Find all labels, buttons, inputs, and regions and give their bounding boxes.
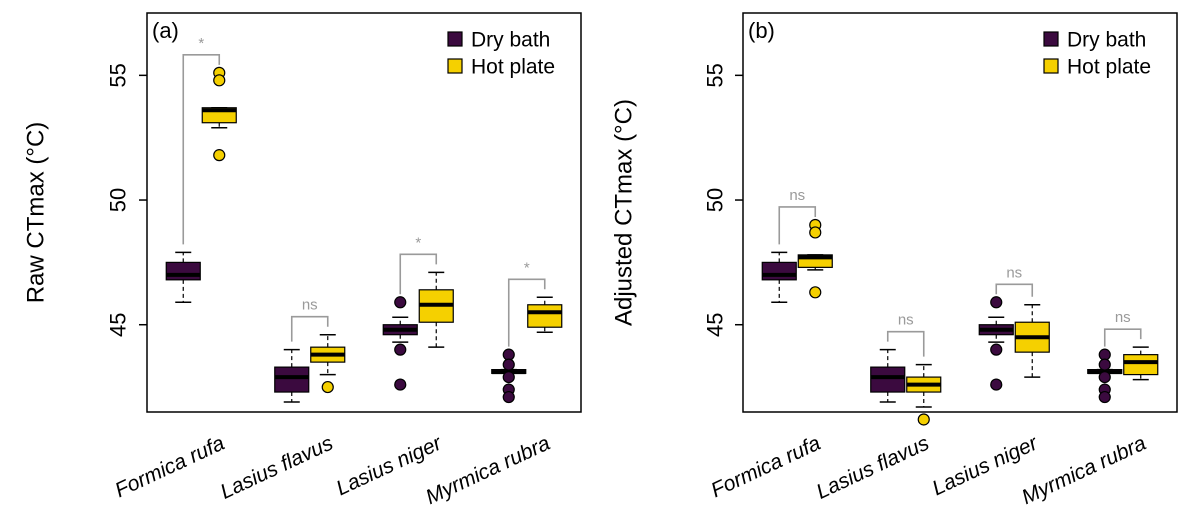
outlier-point	[213, 149, 226, 162]
outlier-point	[917, 413, 930, 426]
outlier-point	[394, 378, 407, 391]
outlier-point	[1098, 390, 1111, 404]
x-category-label: Formica rufa	[112, 432, 229, 503]
legend-label-dry-bath: Dry bath	[471, 29, 550, 52]
y-tick-label: 45	[106, 312, 131, 336]
significance-label: *	[415, 234, 421, 251]
outlier-point	[502, 358, 515, 371]
significance-bracket	[182, 54, 221, 245]
legend-swatch-dry-bath	[1043, 31, 1059, 47]
outlier-point	[990, 343, 1003, 356]
x-category-label: Myrmica rubra	[1018, 432, 1149, 510]
box	[1123, 354, 1159, 376]
box	[527, 304, 563, 328]
outlier-point	[502, 370, 515, 384]
panel-label: (a)	[152, 18, 179, 43]
y-axis-title: Adjusted CTmax (°C)	[611, 99, 638, 326]
outlier-point	[394, 296, 407, 309]
outlier-point	[502, 348, 515, 361]
outlier-point	[1098, 358, 1111, 371]
y-tick-label: 55	[106, 63, 131, 87]
significance-label: ns	[789, 187, 805, 204]
outlier-point	[502, 390, 515, 404]
box	[761, 261, 797, 281]
box	[165, 261, 201, 281]
legend-swatch-hot-plate	[1043, 58, 1059, 74]
x-category-label: Lasius flavus	[813, 431, 933, 503]
x-category-label: Myrmica rubra	[422, 432, 553, 510]
box	[274, 366, 310, 393]
panel-b: 45 50 55 Adjusted CTmax (°C) (b) Dry bath Hot …	[611, 12, 1178, 510]
y-axis-title: Raw CTmax (°C)	[23, 122, 50, 304]
significance-bracket	[1103, 328, 1142, 347]
outlier-point	[394, 343, 407, 356]
panel-label: (b)	[748, 18, 775, 43]
plot-frame	[742, 12, 1178, 413]
outlier-point	[321, 380, 334, 394]
outlier-point	[809, 226, 822, 239]
significance-bracket	[507, 278, 546, 347]
y-tick-label: 45	[703, 312, 728, 336]
legend-label-dry-bath: Dry bath	[1067, 29, 1146, 52]
panel-a: 45 50 55 Raw CTmax (°C) (a) Dry bath Hot plate…	[23, 12, 582, 510]
significance-bracket	[778, 206, 817, 245]
significance-label: ns	[898, 312, 914, 329]
outlier-point	[809, 286, 822, 299]
plot-frame	[146, 12, 582, 413]
significance-label: ns	[1006, 264, 1022, 281]
significance-label: *	[524, 259, 530, 276]
significance-bracket	[290, 315, 329, 342]
outlier-point	[1098, 370, 1111, 384]
box	[870, 366, 906, 393]
y-tick-label: 50	[703, 188, 728, 212]
legend-label-hot-plate: Hot plate	[471, 56, 555, 79]
outlier-point	[990, 296, 1003, 309]
significance-bracket	[995, 283, 1034, 297]
significance-bracket	[399, 253, 438, 295]
outlier-point	[1098, 348, 1111, 361]
y-tick-label: 50	[106, 188, 131, 212]
legend-swatch-hot-plate	[447, 58, 463, 74]
y-tick-label: 55	[703, 63, 728, 87]
x-category-label: Lasius flavus	[217, 431, 337, 503]
significance-label: ns	[1115, 309, 1131, 326]
outlier-point	[213, 74, 226, 87]
legend-swatch-dry-bath	[447, 31, 463, 47]
significance-label: ns	[302, 297, 318, 314]
significance-bracket	[886, 330, 925, 357]
legend-label-hot-plate: Hot plate	[1067, 56, 1151, 79]
x-category-label: Formica rufa	[708, 432, 825, 503]
outlier-point	[990, 378, 1003, 391]
significance-label: *	[198, 35, 204, 52]
